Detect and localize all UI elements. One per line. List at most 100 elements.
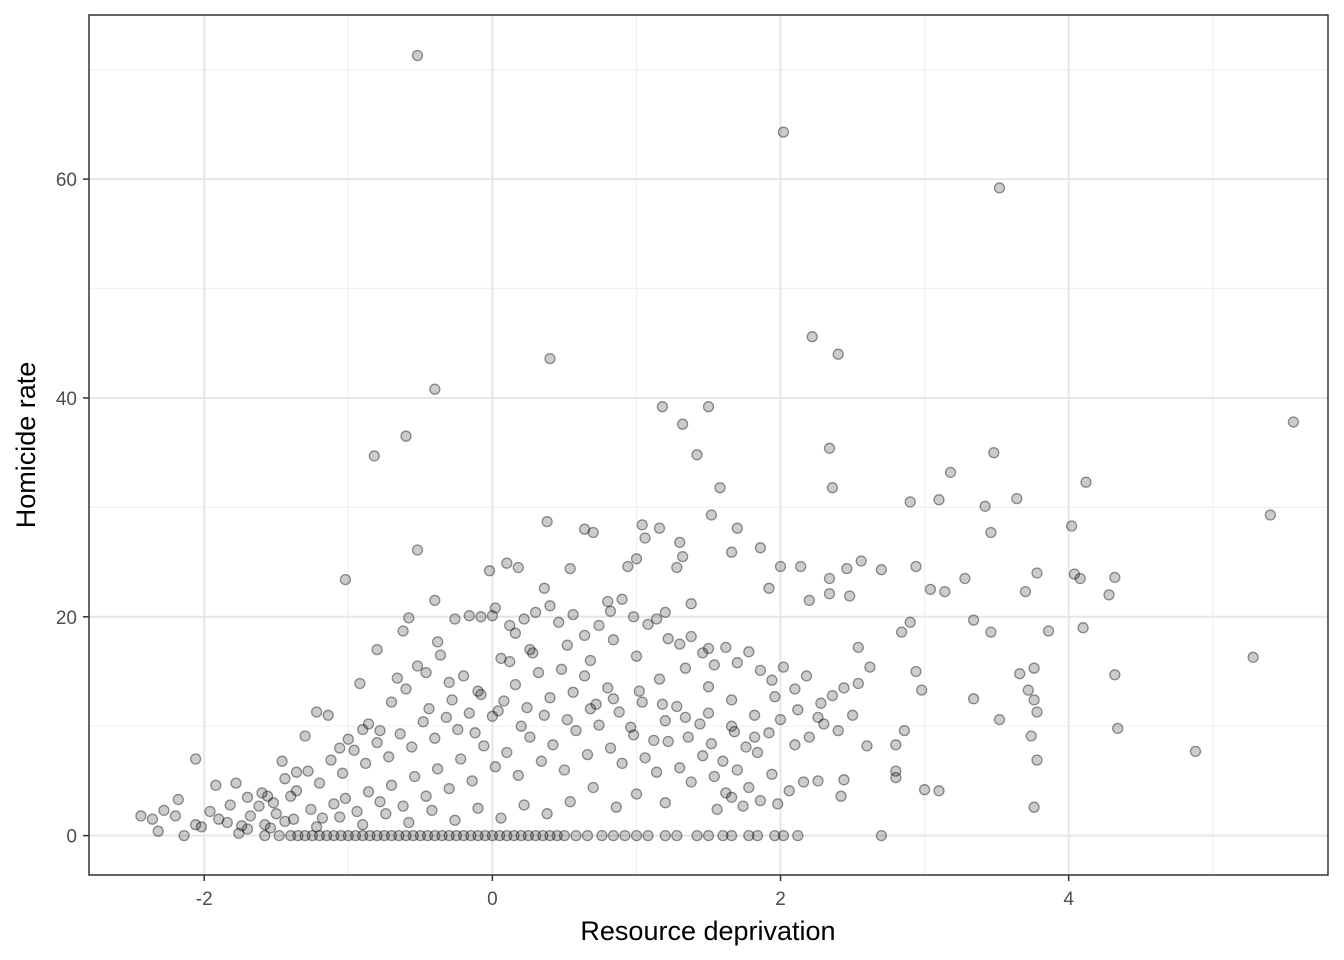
data-point [800,670,813,682]
data-point [213,813,225,825]
data-point [558,829,571,842]
y-tick-label: 0 [66,827,77,848]
data-point [898,724,911,737]
data-point [440,711,452,724]
data-point [1028,662,1040,674]
data-point [469,727,481,739]
data-point [221,816,233,829]
data-point [818,718,830,730]
scatter-points [135,49,1300,842]
data-point [676,418,689,430]
data-point [685,598,697,610]
data-point [267,797,280,809]
data-point [662,633,674,645]
data-point [493,829,506,842]
data-point [725,791,738,803]
data-point [812,711,824,724]
data-point [622,560,634,573]
data-point [489,602,501,614]
x-axis-title: Resource deprivation [580,916,835,946]
data-point [633,685,645,697]
data-point [504,619,516,632]
data-point [725,720,738,732]
data-point [169,810,182,822]
data-point [650,766,663,778]
data-point [342,733,354,745]
data-point [616,593,628,605]
data-point [509,627,522,639]
data-point [527,647,539,659]
data-point [374,724,386,737]
data-point [537,829,549,842]
data-point [426,804,438,817]
data-point [743,646,755,658]
data-point [789,739,801,751]
data-point [659,715,671,727]
data-point [967,614,980,626]
data-point [479,829,491,842]
data-point [290,766,303,778]
data-point [431,763,444,775]
data-point [691,449,703,461]
data-point [385,696,398,708]
data-point [875,829,888,842]
data-point [483,565,496,577]
data-point [306,829,318,842]
data-point [751,746,764,759]
data-point [397,625,409,637]
data-point [420,790,432,802]
data-point [544,829,556,842]
data-point [720,641,732,654]
data-point [1019,585,1032,598]
data-point [400,430,412,442]
data-point [1042,625,1055,637]
data-point [321,829,333,842]
data-point [979,500,991,512]
data-point [364,829,376,842]
data-point [783,785,795,797]
data-point [740,741,752,753]
data-point [443,782,455,795]
data-point [501,829,513,842]
data-point [532,666,545,679]
data-point [803,594,815,607]
data-point [362,786,375,798]
data-point [325,754,337,766]
minor-gridlines [89,15,1328,875]
data-point [429,732,441,744]
data-point [679,662,692,674]
data-point [625,721,637,733]
data-point [910,560,922,573]
data-point [521,701,533,714]
data-point [653,522,666,534]
data-point [789,683,801,695]
data-point [276,755,288,767]
data-point [636,519,648,531]
data-point [334,811,346,823]
data-point [659,606,671,619]
data-point [737,800,749,812]
data-point [604,742,617,754]
data-point [403,612,415,624]
data-point [351,805,363,818]
data-point [463,610,475,622]
data-point [509,678,522,691]
data-point [478,740,490,752]
data-point [602,682,614,694]
data-point [555,663,568,675]
data-point [561,639,573,651]
data-point [371,736,383,749]
data-point [538,582,550,594]
data-point [731,764,743,776]
data-point [711,803,723,816]
data-point [1074,572,1086,585]
data-point [792,704,804,716]
data-point [524,731,536,743]
data-point [420,666,432,679]
data-point [512,769,524,782]
data-point [1031,754,1043,766]
data-point [578,523,591,535]
data-point [769,829,781,842]
data-point [933,494,945,506]
